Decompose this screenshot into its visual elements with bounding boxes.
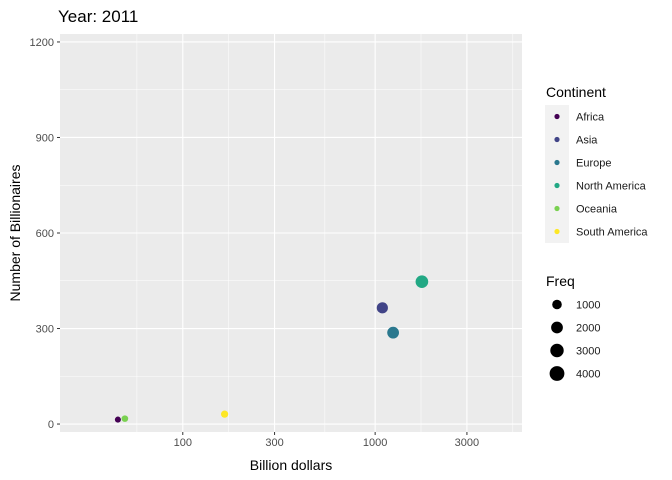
continent-legend: Continent Africa Asia Europe North America O…: [545, 84, 648, 243]
continent-legend-keys-bg: [545, 105, 569, 243]
continent-legend-key: [554, 136, 560, 143]
continent-legend-label: Oceania: [576, 204, 618, 216]
data-point: [415, 275, 429, 289]
continent-legend-key: [554, 159, 560, 166]
data-points: [114, 275, 429, 423]
data-point: [387, 326, 399, 339]
freq-legend-label: 4000: [576, 369, 600, 381]
y-axis-title: Number of Billionaires: [7, 165, 23, 302]
freq-legend-key: [551, 321, 563, 334]
x-axis-title: Billion dollars: [250, 457, 332, 473]
continent-legend-key: [554, 205, 560, 212]
continent-legend-key: [554, 228, 560, 235]
freq-legend-label: 3000: [576, 346, 600, 358]
freq-legend-key: [552, 299, 562, 310]
continent-legend-label: Africa: [576, 112, 605, 124]
continent-legend-title: Continent: [546, 84, 606, 100]
major-gridlines: [60, 34, 522, 432]
chart-title: Year: 2011: [58, 7, 138, 26]
data-point: [114, 416, 121, 423]
continent-legend-label: Asia: [576, 135, 598, 147]
continent-legend-label: Europe: [576, 158, 611, 170]
continent-legend-label: South America: [576, 227, 648, 239]
continent-legend-key: [554, 182, 560, 189]
freq-legend-key: [550, 343, 564, 358]
x-tick-label: 300: [265, 437, 283, 449]
freq-legend: Freq 1000 2000 3000 4000: [546, 273, 600, 381]
y-tick-label: 1200: [30, 37, 54, 49]
freq-legend-label: 1000: [576, 300, 600, 312]
x-tick-label: 1000: [363, 437, 387, 449]
x-tick-label: 100: [174, 437, 192, 449]
y-tick-label: 600: [36, 228, 54, 240]
x-tick-label: 3000: [455, 437, 479, 449]
data-point: [376, 302, 388, 314]
y-tick-label: 300: [36, 324, 54, 336]
freq-legend-key: [549, 366, 565, 381]
y-tick-label: 900: [36, 132, 54, 144]
x-axis-ticks: 100 300 1000 3000: [174, 432, 479, 449]
y-tick-label: 0: [48, 419, 54, 431]
freq-legend-label: 2000: [576, 323, 600, 335]
y-axis-ticks: 0 300 600 900 1200: [30, 37, 60, 431]
freq-legend-title: Freq: [546, 273, 575, 289]
data-point: [220, 410, 229, 418]
continent-legend-key: [554, 113, 560, 120]
continent-legend-label: North America: [576, 181, 647, 193]
data-point: [121, 415, 129, 422]
